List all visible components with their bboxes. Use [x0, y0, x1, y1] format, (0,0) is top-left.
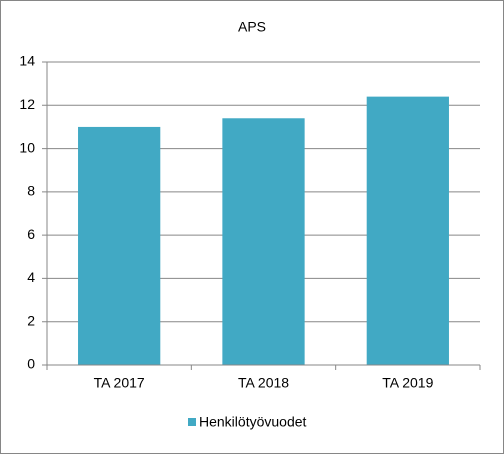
- x-tick-label: TA 2018: [238, 375, 289, 391]
- y-tick-label: 8: [27, 183, 35, 199]
- legend-swatch: [188, 418, 196, 426]
- y-tick-label: 14: [19, 53, 35, 69]
- bar: [78, 126, 161, 365]
- x-tick-label: TA 2019: [382, 375, 433, 391]
- chart-title: APS: [238, 19, 266, 35]
- bar: [366, 96, 449, 365]
- y-tick-label: 2: [27, 312, 35, 328]
- y-tick-label: 12: [19, 96, 35, 112]
- y-tick-label: 6: [27, 226, 35, 242]
- y-tick-label: 10: [19, 139, 35, 155]
- y-tick-label: 4: [27, 269, 35, 285]
- bar: [222, 118, 305, 366]
- y-tick-label: 0: [27, 356, 35, 372]
- x-tick-label: TA 2017: [94, 375, 145, 391]
- legend-label: Henkilötyövuodet: [199, 414, 307, 430]
